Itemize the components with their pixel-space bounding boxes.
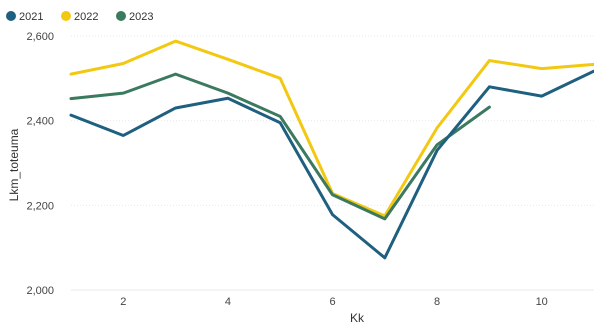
y-tick-label: 2,600 — [26, 31, 54, 43]
y-axis-label: Lkm_toteuma — [7, 128, 21, 201]
y-tick-label: 2,000 — [26, 285, 54, 297]
legend-marker-2021 — [6, 11, 16, 21]
x-tick-label: 4 — [225, 296, 231, 308]
x-axis-label: Kk — [350, 311, 365, 325]
legend-marker-2023 — [116, 11, 126, 21]
x-tick-label: 2 — [120, 296, 126, 308]
legend-marker-2022 — [61, 11, 71, 21]
legend: 2021 2022 2023 — [6, 11, 153, 23]
series-line-2021 — [69, 69, 594, 260]
x-tick-label: 10 — [536, 296, 548, 308]
y-tick-label: 2,400 — [26, 116, 54, 128]
x-axis-ticks: 2 4 6 8 10 — [120, 296, 548, 308]
legend-label-2021: 2021 — [19, 11, 43, 23]
series-line-2023 — [69, 72, 491, 221]
series-lines — [69, 39, 594, 260]
series-line-2022 — [69, 39, 594, 218]
y-tick-label: 2,200 — [26, 200, 54, 212]
x-tick-label: 8 — [434, 296, 440, 308]
x-tick-label: 6 — [329, 296, 335, 308]
y-axis-ticks: 2,000 2,200 2,400 2,600 — [26, 31, 54, 297]
gridlines — [71, 35, 594, 291]
legend-label-2022: 2022 — [74, 11, 98, 23]
legend-label-2023: 2023 — [129, 11, 153, 23]
